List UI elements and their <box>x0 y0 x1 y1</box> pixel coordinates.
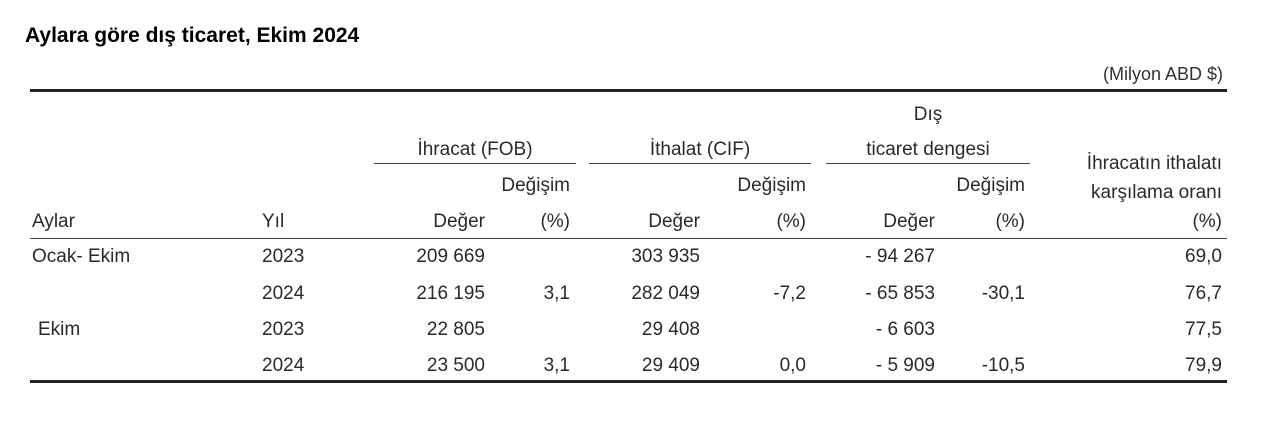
row-label: Ocak- Ekim <box>32 246 131 267</box>
header-balance-value: Değer <box>883 211 935 232</box>
header-year: Yıl <box>262 211 285 232</box>
row-import-change: 0,0 <box>779 355 806 376</box>
export-group-rule <box>374 163 576 164</box>
header-export-value: Değer <box>433 211 485 232</box>
header-coverage-line2: karşılama oranı <box>1091 182 1222 203</box>
header-balance-change: Değişim <box>956 175 1025 196</box>
row-coverage: 76,7 <box>1185 283 1222 304</box>
row-import-value: 29 409 <box>641 355 700 376</box>
header-coverage-line1: İhracatın ithalatı <box>1086 153 1222 174</box>
row-export-value: 23 500 <box>426 355 485 376</box>
header-export-change: Değişim <box>501 175 570 196</box>
header-bottom-rule <box>30 238 1227 239</box>
unit-note: (Milyon ABD $) <box>1102 64 1223 84</box>
row-import-change: -7,2 <box>773 283 806 304</box>
header-export-group: İhracat (FOB) <box>417 139 533 160</box>
row-import-value: 303 935 <box>631 246 700 267</box>
row-balance-value: - 65 853 <box>865 283 935 304</box>
header-balance-line1: Dış <box>913 104 943 125</box>
header-import-value: Değer <box>648 211 700 232</box>
row-balance-change: -10,5 <box>981 355 1025 376</box>
row-label: Ekim <box>38 319 81 340</box>
row-year: 2024 <box>262 283 305 304</box>
page-title: Aylara göre dış ticaret, Ekim 2024 <box>25 24 360 47</box>
balance-group-rule <box>826 163 1030 164</box>
header-balance-line2: ticaret dengesi <box>866 139 990 160</box>
import-group-rule <box>589 163 811 164</box>
header-export-pct: (%) <box>540 211 570 232</box>
header-import-change: Değişim <box>737 175 806 196</box>
header-import-pct: (%) <box>776 211 806 232</box>
row-balance-change: -30,1 <box>981 283 1025 304</box>
row-year: 2024 <box>262 355 305 376</box>
row-export-value: 22 805 <box>426 319 485 340</box>
header-months: Aylar <box>32 211 75 232</box>
row-balance-value: - 94 267 <box>865 246 935 267</box>
table-top-rule <box>30 89 1227 92</box>
row-balance-value: - 6 603 <box>875 319 935 340</box>
header-coverage-pct: (%) <box>1192 211 1222 232</box>
row-import-value: 282 049 <box>631 283 700 304</box>
row-export-change: 3,1 <box>543 355 570 376</box>
row-coverage: 79,9 <box>1185 355 1222 376</box>
header-import-group: İthalat (CIF) <box>649 139 751 160</box>
row-export-value: 209 669 <box>416 246 485 267</box>
header-balance-pct: (%) <box>995 211 1025 232</box>
row-coverage: 69,0 <box>1185 246 1222 267</box>
row-export-change: 3,1 <box>543 283 570 304</box>
table-bottom-rule <box>30 380 1227 383</box>
row-coverage: 77,5 <box>1185 319 1222 340</box>
row-export-value: 216 195 <box>416 283 485 304</box>
row-import-value: 29 408 <box>641 319 700 340</box>
row-year: 2023 <box>262 246 305 267</box>
row-year: 2023 <box>262 319 305 340</box>
row-balance-value: - 5 909 <box>875 355 935 376</box>
